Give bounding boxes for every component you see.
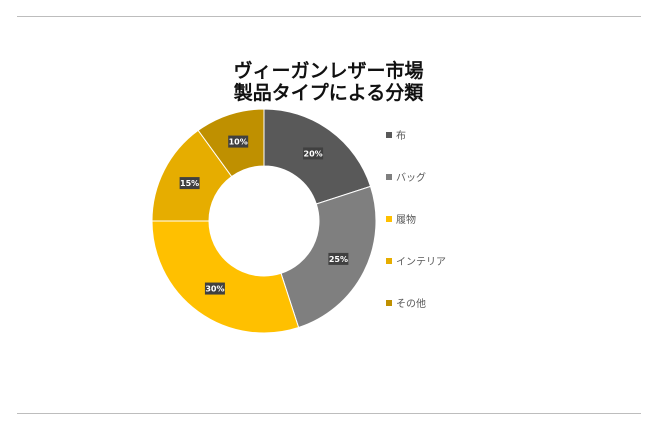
data-label-text: 30% bbox=[205, 285, 224, 294]
legend-item-5: その他 bbox=[386, 297, 426, 310]
chart-title-line-2: 製品タイプによる分類 bbox=[233, 82, 424, 104]
legend-label: バッグ bbox=[396, 171, 426, 184]
data-label-text: 20% bbox=[304, 149, 323, 158]
slice-3 bbox=[151, 220, 300, 334]
legend-swatch bbox=[386, 216, 392, 222]
legend-swatch bbox=[386, 174, 392, 180]
data-label-box bbox=[303, 147, 324, 160]
legend-item-4: インテリア bbox=[386, 257, 446, 268]
legend-swatch bbox=[386, 132, 392, 138]
bottom-divider bbox=[17, 413, 641, 414]
data-label-box bbox=[179, 177, 200, 190]
legend-label: 布 bbox=[396, 130, 406, 142]
data-label-box bbox=[328, 252, 349, 265]
chart-title-line-1: ヴィーガンレザー市場 bbox=[233, 60, 424, 82]
data-label-2: 25% bbox=[328, 252, 349, 265]
donut-slices bbox=[151, 108, 377, 334]
data-label-text: 25% bbox=[329, 255, 348, 264]
legend-label: 履物 bbox=[396, 213, 416, 226]
data-label-box bbox=[204, 282, 225, 295]
legend-item-3: 履物 bbox=[386, 213, 416, 226]
chart-title: ヴィーガンレザー市場 製品タイプによる分類 bbox=[0, 60, 657, 104]
legend-item-1: 布 bbox=[386, 130, 406, 142]
legend-swatch bbox=[386, 258, 392, 264]
legend-swatch bbox=[386, 300, 392, 306]
data-label-text: 15% bbox=[180, 179, 199, 188]
legend-label: インテリア bbox=[396, 257, 446, 268]
data-label-text: 10% bbox=[229, 138, 248, 147]
data-label-5: 10% bbox=[228, 135, 249, 148]
data-label-4: 15% bbox=[179, 177, 200, 190]
data-labels: 20% 25% 30% 15% 10% bbox=[179, 135, 349, 295]
legend-item-2: バッグ bbox=[386, 171, 426, 184]
top-divider bbox=[17, 16, 641, 17]
data-label-1: 20% bbox=[303, 147, 324, 160]
legend-label: その他 bbox=[396, 297, 426, 310]
data-label-3: 30% bbox=[204, 282, 225, 295]
data-label-box bbox=[228, 135, 249, 148]
